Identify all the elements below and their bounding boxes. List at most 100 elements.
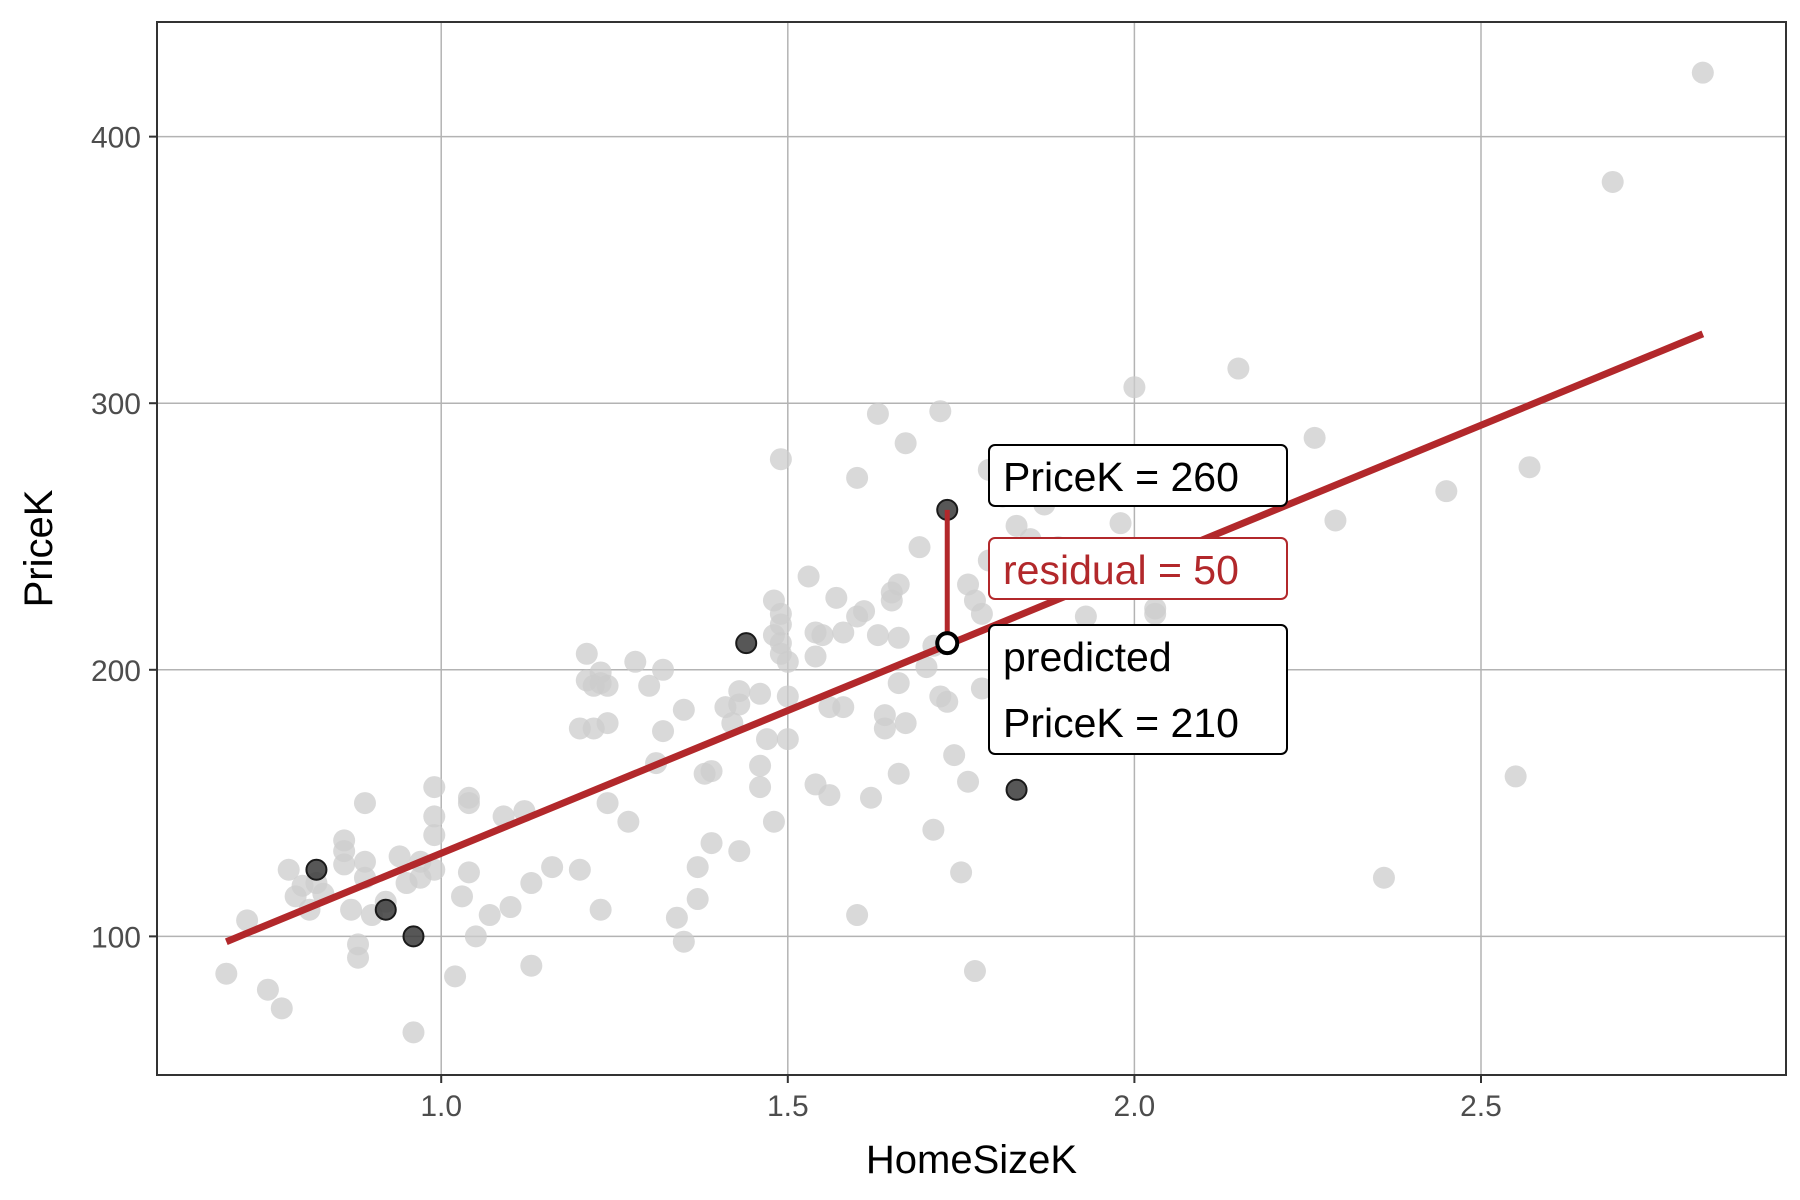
data-point	[624, 650, 647, 673]
data-point	[638, 674, 661, 697]
predicted-annotation-label-line2: PriceK = 210	[1003, 700, 1239, 746]
data-point	[915, 656, 938, 679]
data-point	[776, 650, 799, 673]
data-point	[866, 402, 889, 425]
data-point	[943, 744, 966, 767]
data-point	[568, 858, 591, 881]
y-axis-title: PriceK	[17, 489, 61, 607]
highlighted-point	[402, 925, 425, 948]
data-point	[347, 946, 370, 969]
highlighted-point	[1005, 778, 1028, 801]
data-point	[686, 888, 709, 911]
data-point	[686, 856, 709, 879]
data-point	[596, 792, 619, 815]
actual-annotation-label: PriceK = 260	[1003, 454, 1239, 500]
data-point	[423, 776, 446, 799]
x-tick-label: 2.5	[1460, 1090, 1502, 1123]
data-point	[929, 400, 952, 423]
data-point	[1691, 61, 1714, 84]
data-point	[1123, 376, 1146, 399]
data-point	[873, 717, 896, 740]
predicted-point	[935, 631, 960, 656]
data-point	[575, 642, 598, 665]
data-point	[353, 792, 376, 815]
data-point	[804, 645, 827, 668]
data-point	[236, 909, 259, 932]
data-point	[499, 896, 522, 919]
data-point	[520, 954, 543, 977]
data-point	[1601, 170, 1624, 193]
data-point	[859, 786, 882, 809]
data-point	[1504, 765, 1527, 788]
data-point	[728, 693, 751, 716]
y-tick-label: 100	[91, 921, 141, 954]
data-point	[776, 728, 799, 751]
data-point	[277, 858, 300, 881]
data-point	[797, 565, 820, 588]
data-point	[818, 696, 841, 719]
data-point	[749, 754, 772, 777]
data-point	[846, 466, 869, 489]
data-point	[950, 861, 973, 884]
data-point	[1324, 509, 1347, 532]
data-point	[957, 770, 980, 793]
data-point	[672, 698, 695, 721]
x-axis-title: HomeSizeK	[866, 1138, 1078, 1182]
data-point	[388, 845, 411, 868]
data-point	[887, 672, 910, 695]
residual-annotation-label: residual = 50	[1003, 547, 1239, 593]
data-point	[728, 840, 751, 863]
data-point	[853, 600, 876, 623]
data-point	[776, 685, 799, 708]
data-point	[769, 613, 792, 636]
data-point	[478, 904, 501, 927]
data-point	[756, 728, 779, 751]
data-point	[652, 658, 675, 681]
data-point	[672, 930, 695, 953]
data-point	[1227, 357, 1250, 380]
data-point	[887, 626, 910, 649]
data-point	[665, 906, 688, 929]
data-point	[887, 573, 910, 596]
x-tick-label: 2.0	[1114, 1090, 1156, 1123]
data-point	[652, 720, 675, 743]
data-point	[762, 810, 785, 833]
data-point	[340, 898, 363, 921]
data-point	[908, 536, 931, 559]
data-point	[333, 853, 356, 876]
data-point	[423, 824, 446, 847]
data-point	[887, 762, 910, 785]
data-point	[215, 962, 238, 985]
data-point	[596, 674, 619, 697]
data-point	[589, 898, 612, 921]
data-point	[811, 624, 834, 647]
data-point	[270, 997, 293, 1020]
data-point	[256, 978, 279, 1001]
residual-annotation: residual = 50	[988, 537, 1288, 600]
predicted-annotation-box	[988, 624, 1288, 755]
data-point	[457, 792, 480, 815]
data-point	[617, 810, 640, 833]
regression-line-group	[224, 330, 1705, 945]
data-point	[970, 677, 993, 700]
data-point	[1303, 426, 1326, 449]
plot-panel-border	[156, 21, 1787, 1076]
x-axis-ticks: 1.0 1.5 2.0 2.5	[420, 1075, 1502, 1123]
actual-annotation-box	[988, 444, 1288, 507]
highlighted-point	[735, 632, 758, 655]
actual-annotation: PriceK = 260	[988, 444, 1288, 507]
data-point	[825, 586, 848, 609]
predicted-annotation-label-line1: predicted	[1003, 634, 1172, 680]
data-point	[1518, 456, 1541, 479]
data-point	[832, 621, 855, 644]
data-point	[423, 858, 446, 881]
data-point	[963, 960, 986, 983]
data-point	[894, 712, 917, 735]
data-point	[749, 776, 772, 799]
data-point	[936, 690, 959, 713]
highlighted-point	[374, 898, 397, 921]
data-point	[700, 832, 723, 855]
data-point	[596, 712, 619, 735]
data-point	[464, 925, 487, 948]
